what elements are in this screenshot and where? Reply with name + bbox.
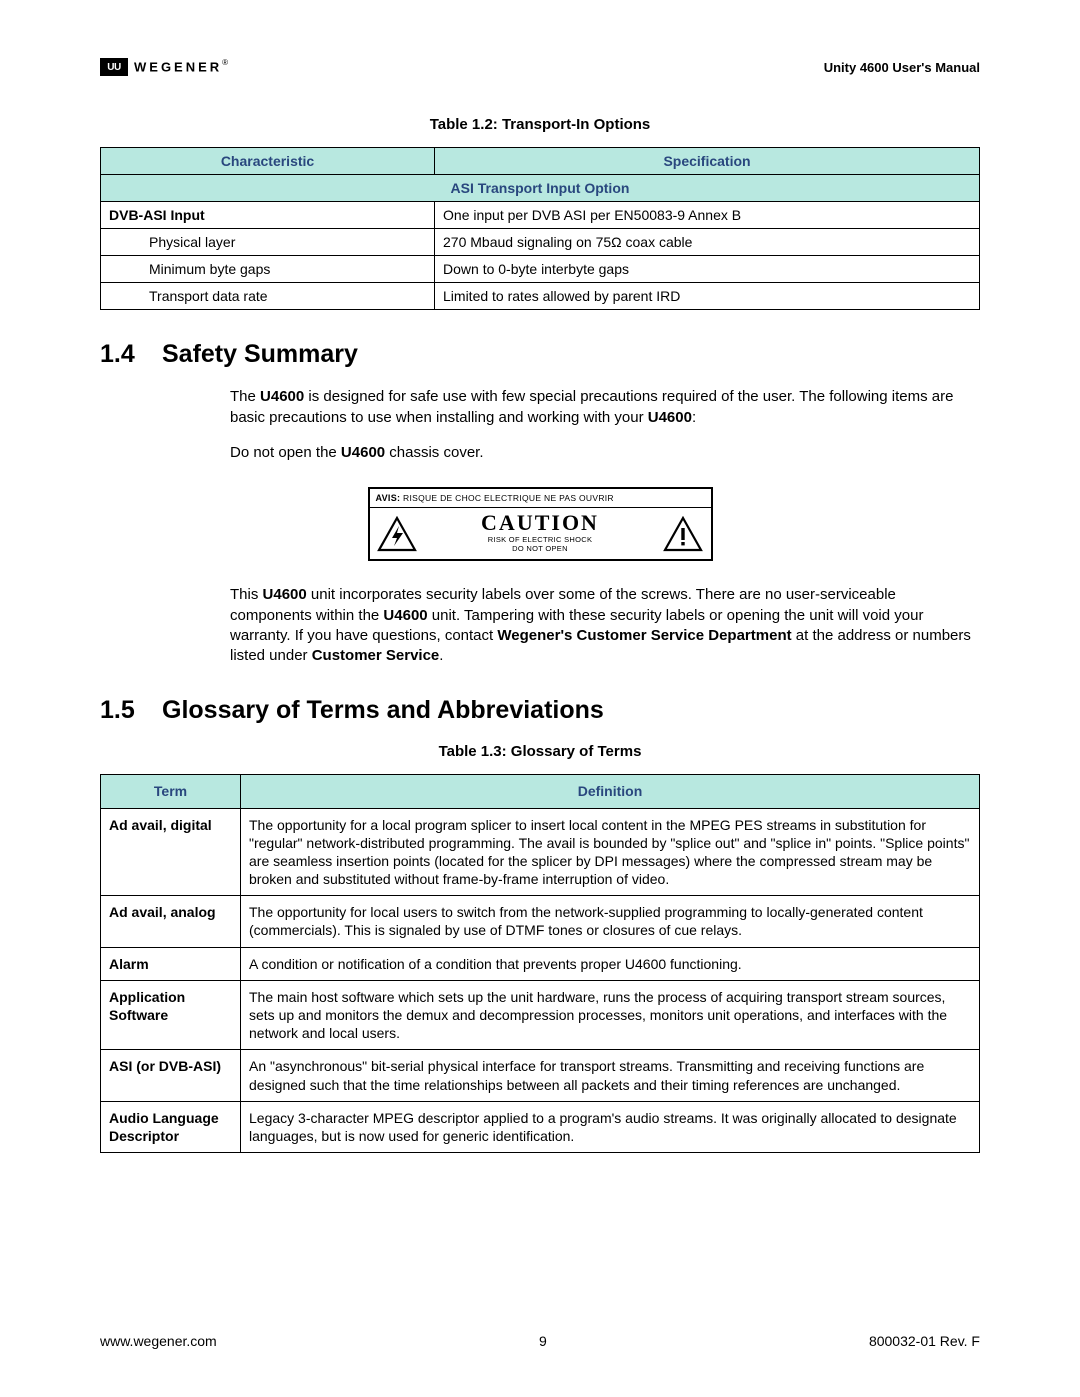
- cell-definition: The main host software which sets up the…: [241, 980, 980, 1050]
- doc-title: Unity 4600 User's Manual: [824, 60, 980, 75]
- product-name: U4600: [341, 444, 385, 461]
- cell-specification: Limited to rates allowed by parent IRD: [435, 283, 980, 310]
- caution-center: CAUTION RISK OF ELECTRIC SHOCK DO NOT OP…: [425, 508, 656, 559]
- text: .: [439, 647, 443, 664]
- table-row: Ad avail, analog The opportunity for loc…: [101, 896, 980, 947]
- table-row: ASI (or DVB-ASI) An "asynchronous" bit-s…: [101, 1050, 980, 1101]
- cell-term: Ad avail, digital: [101, 808, 241, 896]
- shock-triangle-icon: [370, 508, 425, 559]
- table-row: Transport data rate Limited to rates all…: [101, 283, 980, 310]
- section-1-5-heading: 1.5Glossary of Terms and Abbreviations: [100, 696, 980, 725]
- avis-text: RISQUE DE CHOC ELECTRIQUE NE PAS OUVRIR: [403, 493, 614, 503]
- table-row: Minimum byte gaps Down to 0-byte interby…: [101, 256, 980, 283]
- cell-term: Audio Language Descriptor: [101, 1101, 241, 1152]
- page-header: UU WEGENER® Unity 4600 User's Manual: [100, 58, 980, 76]
- caution-sub2: DO NOT OPEN: [429, 545, 652, 554]
- product-name: U4600: [263, 586, 307, 603]
- cell-term: Ad avail, analog: [101, 896, 241, 947]
- text: :: [692, 409, 696, 426]
- cell-term: ASI (or DVB-ASI): [101, 1050, 241, 1101]
- col-term: Term: [101, 775, 241, 808]
- safety-paragraph-3: This U4600 unit incorporates security la…: [230, 585, 980, 666]
- footer-url: www.wegener.com: [100, 1333, 217, 1349]
- cell-term: Application Software: [101, 980, 241, 1050]
- section-1-4-heading: 1.4Safety Summary: [100, 340, 980, 369]
- col-characteristic: Characteristic: [101, 148, 435, 175]
- table-row: Application Software The main host softw…: [101, 980, 980, 1050]
- page-number: 9: [539, 1333, 547, 1349]
- glossary-table: Term Definition Ad avail, digital The op…: [100, 774, 980, 1153]
- table-section-header: ASI Transport Input Option: [101, 175, 980, 202]
- table-row: Ad avail, digital The opportunity for a …: [101, 808, 980, 896]
- brand-text: WEGENER: [134, 59, 222, 74]
- caution-label: AVIS: RISQUE DE CHOC ELECTRIQUE NE PAS O…: [368, 487, 713, 561]
- page-footer: www.wegener.com 9 800032-01 Rev. F: [100, 1333, 980, 1349]
- brand-logo: UU WEGENER®: [100, 58, 228, 76]
- doc-revision: 800032-01 Rev. F: [869, 1333, 980, 1349]
- section-ref: Customer Service: [312, 647, 440, 664]
- cell-specification: Down to 0-byte interbyte gaps: [435, 256, 980, 283]
- cell-definition: The opportunity for local users to switc…: [241, 896, 980, 947]
- table-row: Physical layer 270 Mbaud signaling on 75…: [101, 229, 980, 256]
- cell-definition: A condition or notification of a conditi…: [241, 947, 980, 980]
- caution-avis-row: AVIS: RISQUE DE CHOC ELECTRIQUE NE PAS O…: [370, 489, 711, 508]
- cell-definition: An "asynchronous" bit-serial physical in…: [241, 1050, 980, 1101]
- cell-specification: One input per DVB ASI per EN50083-9 Anne…: [435, 202, 980, 229]
- registered-mark: ®: [222, 58, 228, 67]
- text: Do not open the: [230, 444, 341, 461]
- warning-triangle-icon: [656, 508, 711, 559]
- brand-name: WEGENER®: [134, 58, 228, 76]
- table-row: DVB-ASI Input One input per DVB ASI per …: [101, 202, 980, 229]
- cell-characteristic: DVB-ASI Input: [101, 202, 435, 229]
- dept-name: Wegener's Customer Service Department: [497, 627, 791, 644]
- section-title: Glossary of Terms and Abbreviations: [162, 696, 604, 724]
- cell-definition: The opportunity for a local program spli…: [241, 808, 980, 896]
- col-definition: Definition: [241, 775, 980, 808]
- table-row: Alarm A condition or notification of a c…: [101, 947, 980, 980]
- caution-word: CAUTION: [429, 510, 652, 536]
- cell-specification: 270 Mbaud signaling on 75Ω coax cable: [435, 229, 980, 256]
- section-number: 1.5: [100, 696, 162, 725]
- table-row: Audio Language Descriptor Legacy 3-chara…: [101, 1101, 980, 1152]
- caution-main-row: CAUTION RISK OF ELECTRIC SHOCK DO NOT OP…: [370, 508, 711, 559]
- section-title: Safety Summary: [162, 340, 358, 368]
- section-number: 1.4: [100, 340, 162, 369]
- table-1-2-caption: Table 1.2: Transport-In Options: [100, 116, 980, 133]
- safety-paragraph-2: Do not open the U4600 chassis cover.: [230, 443, 980, 463]
- product-name: U4600: [648, 409, 692, 426]
- safety-paragraph-1: The U4600 is designed for safe use with …: [230, 387, 980, 428]
- text: chassis cover.: [385, 444, 483, 461]
- text: is designed for safe use with few specia…: [230, 388, 953, 425]
- cell-definition: Legacy 3-character MPEG descriptor appli…: [241, 1101, 980, 1152]
- table-1-3-caption: Table 1.3: Glossary of Terms: [100, 743, 980, 760]
- avis-label: AVIS:: [376, 493, 401, 503]
- product-name: U4600: [260, 388, 304, 405]
- product-name: U4600: [383, 607, 427, 624]
- cell-characteristic: Minimum byte gaps: [101, 256, 435, 283]
- text: This: [230, 586, 263, 603]
- logo-mark-icon: UU: [100, 58, 128, 76]
- transport-in-options-table: Characteristic Specification ASI Transpo…: [100, 147, 980, 310]
- cell-term: Alarm: [101, 947, 241, 980]
- text: The: [230, 388, 260, 405]
- col-specification: Specification: [435, 148, 980, 175]
- cell-characteristic: Physical layer: [101, 229, 435, 256]
- cell-characteristic: Transport data rate: [101, 283, 435, 310]
